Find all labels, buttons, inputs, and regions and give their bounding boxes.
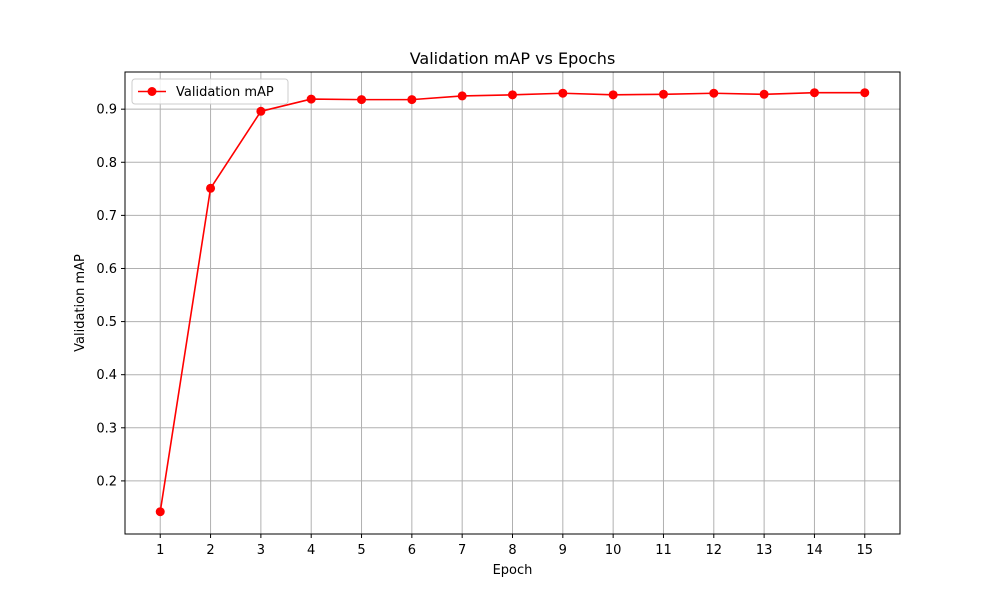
x-tick-label: 2 — [206, 543, 214, 558]
grid — [125, 72, 900, 534]
data-point — [709, 88, 719, 98]
x-tick-label: 14 — [806, 543, 823, 558]
chart-title: Validation mAP vs Epochs — [410, 49, 616, 68]
y-tick-label: 0.7 — [96, 209, 117, 224]
y-tick-label: 0.5 — [96, 315, 117, 330]
data-point — [457, 91, 467, 101]
x-tick-label: 9 — [559, 543, 567, 558]
y-tick-label: 0.3 — [96, 421, 117, 436]
legend: Validation mAP — [131, 78, 289, 105]
x-axis-label: Epoch — [493, 563, 533, 578]
data-point — [558, 88, 568, 98]
legend-marker-swatch — [147, 87, 157, 96]
x-tick-label: 1 — [156, 543, 164, 558]
ticks: 1 2 3 4 5 6 7 8 9 10 11 12 13 14 150.20.30.40.50.60.70… — [96, 103, 873, 558]
y-tick-label: 0.2 — [96, 474, 117, 489]
x-tick-label: 15 — [856, 543, 873, 558]
data-point — [809, 88, 819, 98]
y-tick-label: 0.9 — [96, 103, 117, 118]
data-point — [407, 95, 417, 105]
x-tick-label: 13 — [756, 543, 773, 558]
y-tick-label: 0.4 — [96, 368, 117, 383]
x-tick-label: 5 — [357, 543, 365, 558]
data-point — [508, 90, 517, 100]
x-tick-label: 6 — [408, 543, 416, 558]
data-point — [608, 90, 618, 100]
x-tick-label: 10 — [605, 543, 622, 558]
legend-entry-label: Validation mAP — [176, 85, 274, 100]
series-layer — [155, 88, 870, 517]
data-point — [357, 95, 367, 105]
data-point — [155, 507, 165, 517]
x-tick-label: 7 — [458, 543, 466, 558]
y-tick-label: 0.6 — [96, 262, 117, 277]
data-point — [759, 89, 769, 99]
data-point — [658, 89, 668, 99]
x-tick-label: 4 — [307, 543, 315, 558]
data-point — [256, 106, 266, 116]
x-tick-label: 12 — [706, 543, 723, 558]
legend-box — [131, 78, 289, 105]
y-tick-label: 0.8 — [96, 156, 117, 171]
x-tick-label: 3 — [257, 543, 265, 558]
y-axis-label: Validation mAP — [73, 254, 88, 352]
data-point — [860, 88, 870, 98]
x-tick-label: 8 — [508, 543, 516, 558]
data-point — [206, 183, 216, 193]
x-tick-label: 11 — [655, 543, 672, 558]
data-point — [306, 94, 316, 104]
